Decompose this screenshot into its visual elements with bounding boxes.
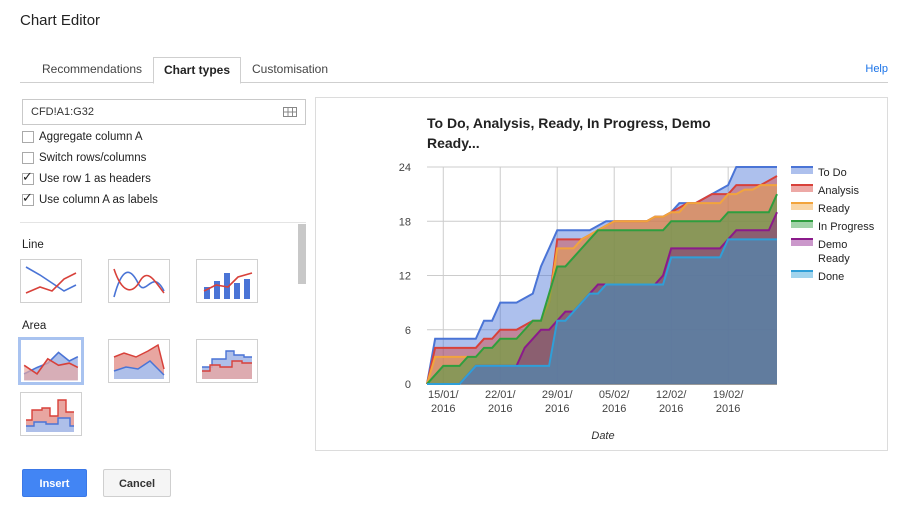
line-to-do [426,166,777,385]
data-range-input[interactable]: CFD!A1:G32 [22,99,306,125]
x-axis-label: Date [591,430,614,442]
smooth-line-chart-icon [113,268,165,298]
divider [20,222,306,223]
area-chart-thumbnail[interactable] [18,337,84,385]
section-label-area: Area [22,320,47,332]
tab-chart-types[interactable]: Chart types [153,57,242,84]
area-analysis [427,176,777,384]
legend-swatch [791,203,813,210]
x-tick-label: 15/01/ [428,389,460,401]
legend-swatch [791,167,813,174]
x-tick-label-year: 2016 [716,403,740,415]
stepped-area-alt-icon [26,399,74,432]
chart-svg: To Do, Analysis, Ready, In Progress, Dem… [399,115,875,442]
legend-label: Ready [818,203,850,215]
legend-swatch [791,271,813,278]
area-done [427,239,777,384]
combo-chart-thumbnail[interactable] [196,259,258,303]
checkbox-checked[interactable]: ✓ [22,169,34,185]
x-tick-label: 05/02/ [599,389,631,401]
tab-customisation[interactable]: Customisation [252,62,329,76]
combo-chart-icon [203,272,253,299]
y-tick-label: 12 [399,271,411,283]
data-range-value: CFD!A1:G32 [31,106,94,118]
y-tick-label: 24 [399,162,411,174]
legend-label: Ready [818,253,850,265]
y-tick-label: 0 [405,379,411,391]
legend-swatch [791,185,813,192]
window-title: Chart Editor [20,12,101,29]
cancel-button[interactable]: Cancel [103,469,171,497]
tab-bar: Recommendations Chart types Customisatio… [20,57,888,84]
line-done [427,238,777,385]
area-chart-icon [23,351,79,381]
help-link[interactable]: Help [865,63,888,75]
legend-label: Done [818,271,844,283]
y-tick-label: 6 [405,325,411,337]
y-tick-label: 18 [399,216,411,228]
x-tick-label: 29/01/ [542,389,574,401]
checkbox[interactable] [22,131,34,143]
legend-swatch [791,239,813,246]
tab-recommendations[interactable]: Recommendations [42,62,143,76]
stepped-area-chart-icon [202,350,252,379]
grid-icon[interactable] [283,107,297,117]
stepped-area-chart-thumbnail[interactable] [196,339,258,383]
line-chart-icon [25,266,77,294]
x-tick-label-year: 2016 [659,403,683,415]
x-tick-label-year: 2016 [602,403,626,415]
x-tick-label-year: 2016 [431,403,455,415]
scrollbar[interactable] [298,224,306,284]
check-icon: ✓ [22,190,33,205]
stacked-area-chart-thumbnail[interactable] [108,339,170,383]
x-tick-label: 22/01/ [485,389,517,401]
x-tick-label: 19/02/ [713,389,745,401]
chart-title-line-1: To Do, Analysis, Ready, In Progress, Dem… [427,115,711,131]
checkbox-checked[interactable]: ✓ [22,190,34,206]
check-icon: ✓ [22,169,33,184]
legend-label: To Do [818,167,847,179]
smooth-line-chart-thumbnail[interactable] [108,259,170,303]
legend-label: In Progress [818,221,875,233]
legend-swatch [791,221,813,228]
insert-button[interactable]: Insert [22,469,87,497]
area-demo-ready [427,212,777,384]
checkbox[interactable] [22,152,34,164]
x-tick-label: 12/02/ [656,389,688,401]
chart-title-line-2: Ready... [427,135,480,151]
stepped-area-alt-thumbnail[interactable] [20,392,82,436]
line-in-progress [426,193,778,385]
chart-preview-panel: To Do, Analysis, Ready, In Progress, Dem… [315,97,888,451]
x-tick-label-year: 2016 [488,403,512,415]
legend-label: Analysis [818,185,859,197]
legend-label: Demo [818,239,847,251]
section-label-line: Line [22,239,44,251]
x-tick-label-year: 2016 [545,403,569,415]
line-chart-thumbnail[interactable] [20,259,82,303]
stacked-area-chart-icon [113,343,165,379]
